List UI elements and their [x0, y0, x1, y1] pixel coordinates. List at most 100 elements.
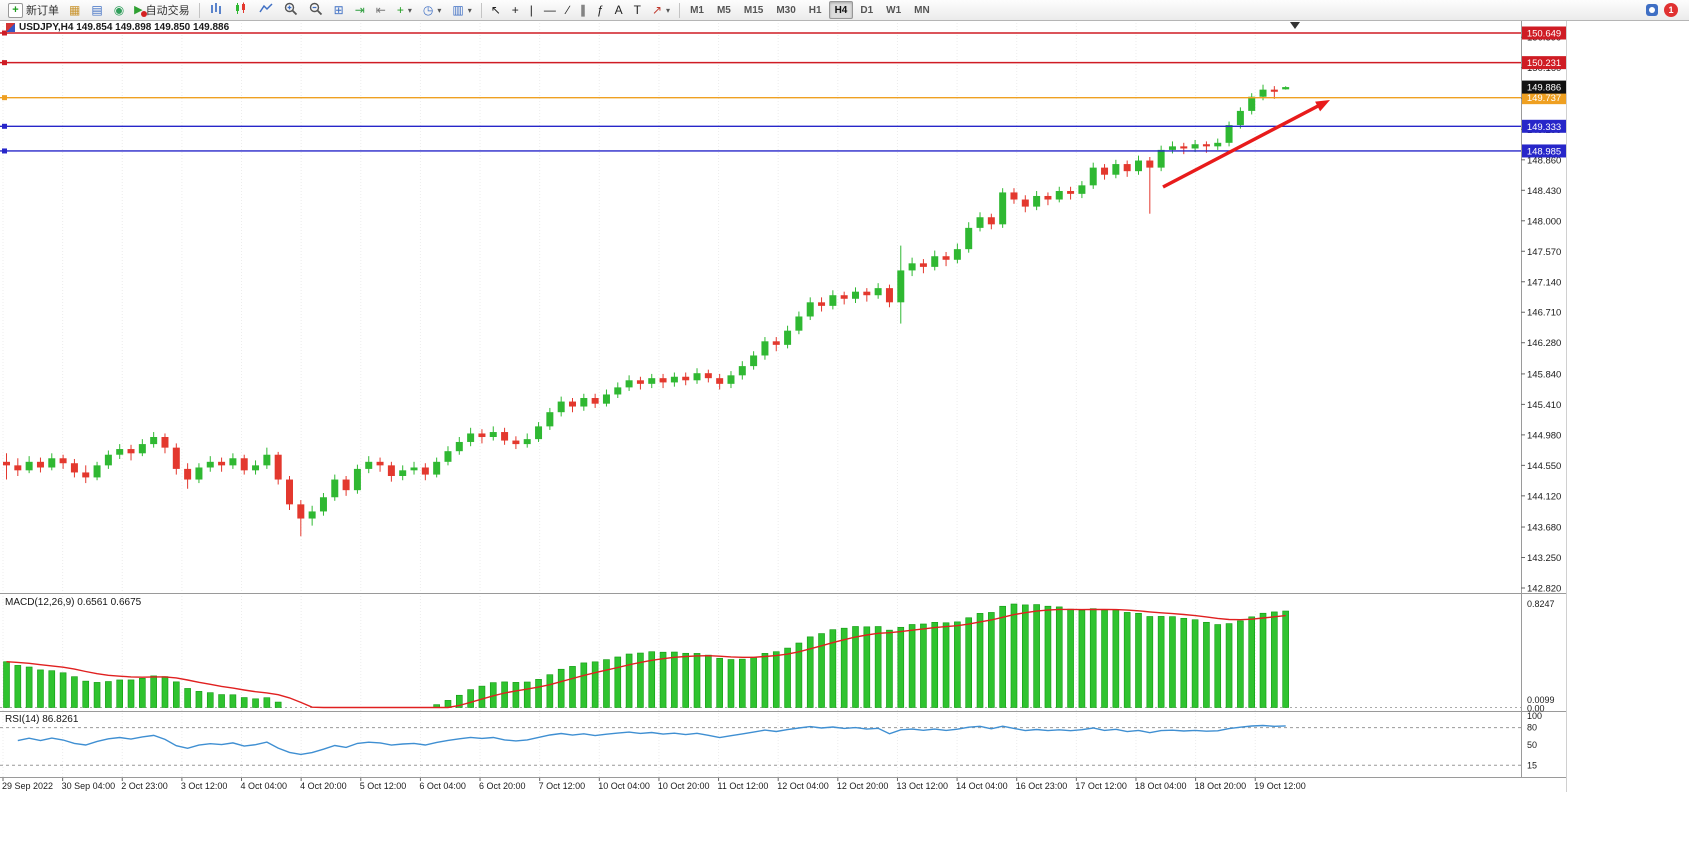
timeframe-h4-button[interactable]: H4: [828, 1, 854, 19]
vertical-line-button[interactable]: |: [525, 1, 538, 19]
candlestick-chart-icon: [234, 2, 248, 18]
autotrading-button[interactable]: ▶ 自动交易: [129, 1, 194, 19]
crosshair-button[interactable]: +: [507, 1, 524, 19]
periods-button[interactable]: ◷ ▾: [418, 1, 447, 19]
horizontal-line-button[interactable]: —: [539, 1, 561, 19]
line-studies-toolbar-group: ↖ + | — ∕ ∥ ƒ A T ↗ ▾: [486, 1, 675, 19]
arrows-button[interactable]: ↗ ▾: [647, 1, 675, 19]
price-badge: [1522, 26, 1566, 40]
templates-button[interactable]: ▥ ▾: [447, 1, 476, 19]
label-button[interactable]: T: [629, 1, 646, 19]
line-handle[interactable]: [2, 60, 7, 66]
chart-toolbar-group: ⊞ ⇥ ⇤ + ▾ ◷ ▾ ▥ ▾: [204, 1, 477, 19]
zoom-in-button[interactable]: [279, 1, 303, 19]
line-handle[interactable]: [2, 148, 7, 154]
line-chart-button[interactable]: [254, 1, 278, 19]
timeframe-w1-button[interactable]: W1: [880, 1, 907, 19]
templates-icon: ▥: [452, 3, 464, 17]
svg-text:14 Oct 04:00: 14 Oct 04:00: [956, 781, 1008, 791]
timeframe-m15-button[interactable]: M15: [738, 1, 769, 19]
line-handle[interactable]: [2, 95, 7, 101]
line-chart-icon: [259, 2, 273, 18]
svg-text:144.120: 144.120: [1527, 491, 1561, 502]
toolbar-separator: [480, 2, 482, 18]
toolbar: + 新订单 ▦ ▤ ◉ ▶ 自动交易 ⊞ ⇥ ⇤ + ▾ ◷ ▾ ▥ ▾ ↖ + | — ∕ ∥ ƒ A T ↗ ▾ M…: [0, 0, 1689, 21]
svg-text:5 Oct 12:00: 5 Oct 12:00: [360, 781, 407, 791]
auto-scroll-button[interactable]: ⇥: [350, 1, 370, 19]
timeframe-m1-button[interactable]: M1: [684, 1, 710, 19]
navigator-button[interactable]: ▤: [86, 1, 107, 19]
chart-shift-icon: ⇤: [375, 3, 386, 17]
fibonacci-button[interactable]: ƒ: [592, 1, 609, 19]
cursor-icon: ↖: [490, 3, 501, 17]
price-badge: [1522, 144, 1566, 158]
price-axis[interactable]: 150.590150.160149.730149.290148.860148.4…: [1521, 26, 1566, 595]
alerts-badge[interactable]: 1: [1664, 3, 1678, 17]
svg-text:147.140: 147.140: [1527, 277, 1561, 288]
svg-text:148.860: 148.860: [1527, 155, 1561, 166]
market-watch-button[interactable]: ▦: [64, 1, 85, 19]
standard-toolbar-group: ▦ ▤ ◉: [64, 1, 129, 19]
svg-text:150.231: 150.231: [1527, 58, 1561, 69]
svg-text:10 Oct 20:00: 10 Oct 20:00: [658, 781, 710, 791]
bar-chart-button[interactable]: [204, 1, 228, 19]
svg-text:145.840: 145.840: [1527, 369, 1561, 380]
bar-chart-icon: [209, 2, 223, 18]
svg-text:50: 50: [1527, 740, 1537, 750]
time-axis[interactable]: 29 Sep 2022 30 Sep 04:00 2 Oct 23:00 3 Oct …: [2, 778, 1306, 791]
line-handle[interactable]: [2, 30, 7, 36]
toolbar-separator: [198, 2, 200, 18]
svg-text:19 Oct 12:00: 19 Oct 12:00: [1254, 781, 1306, 791]
chart-title-text: USDJPY,H4 149.854 149.898 149.850 149.88…: [19, 22, 230, 33]
svg-text:143.250: 143.250: [1527, 553, 1561, 564]
cursor-button[interactable]: ↖: [486, 1, 506, 19]
chart-shift-button[interactable]: ⇤: [371, 1, 391, 19]
zoom-out-icon: [309, 2, 323, 19]
new-order-button[interactable]: + 新订单: [3, 1, 64, 19]
toolbar-right-group: 1: [1646, 3, 1686, 17]
dropdown-arrow-icon: ▾: [407, 5, 412, 15]
svg-text:0.0099: 0.0099: [1527, 695, 1555, 705]
svg-text:7 Oct 12:00: 7 Oct 12:00: [539, 781, 586, 791]
rsi-line: [17, 724, 1286, 756]
timeframe-m5-button[interactable]: M5: [711, 1, 737, 19]
svg-text:149.333: 149.333: [1527, 122, 1561, 133]
svg-text:144.980: 144.980: [1527, 430, 1561, 441]
market-watch-icon: ▦: [69, 3, 81, 17]
svg-text:149.886: 149.886: [1527, 83, 1561, 94]
trend-arrow[interactable]: [1162, 104, 1319, 189]
chart-symbol-icon: [6, 23, 15, 32]
fibonacci-icon: ƒ: [596, 3, 604, 17]
candlestick-series[interactable]: [3, 84, 1290, 537]
trendline-button[interactable]: ∕: [562, 1, 574, 19]
svg-text:143.680: 143.680: [1527, 523, 1561, 534]
timeframe-h1-button[interactable]: H1: [803, 1, 828, 19]
timeframes-toolbar-group: M1 M5 M15 M30 H1 H4 D1 W1 MN: [684, 1, 936, 19]
zoom-out-button[interactable]: [304, 1, 328, 19]
terminal-button[interactable]: ◉: [109, 1, 129, 19]
timeframe-mn-button[interactable]: MN: [908, 1, 936, 19]
auto-scroll-icon: ⇥: [354, 3, 365, 17]
indicators-button[interactable]: + ▾: [392, 1, 417, 19]
svg-text:145.410: 145.410: [1527, 400, 1561, 411]
channel-button[interactable]: ∥: [575, 1, 591, 19]
horizontal-level-lines[interactable]: [0, 30, 1521, 154]
timeframe-m30-button[interactable]: M30: [770, 1, 801, 19]
candlestick-chart-button[interactable]: [229, 1, 253, 19]
svg-text:146.710: 146.710: [1527, 308, 1561, 319]
line-handle[interactable]: [2, 123, 7, 129]
trendline-icon: ∕: [566, 3, 569, 17]
rsi-label: RSI(14) 86.8261: [5, 714, 79, 725]
svg-text:0.8247: 0.8247: [1527, 599, 1555, 609]
text-button[interactable]: A: [610, 1, 628, 19]
periods-icon: ◷: [422, 3, 434, 17]
annotations[interactable]: [1162, 22, 1330, 189]
timeframe-d1-button[interactable]: D1: [854, 1, 879, 19]
sound-icon[interactable]: [1646, 4, 1658, 16]
price-badge: [1522, 119, 1566, 133]
new-order-icon: +: [8, 2, 23, 18]
tile-windows-button[interactable]: ⊞: [329, 1, 349, 19]
channel-icon: ∥: [579, 3, 586, 17]
